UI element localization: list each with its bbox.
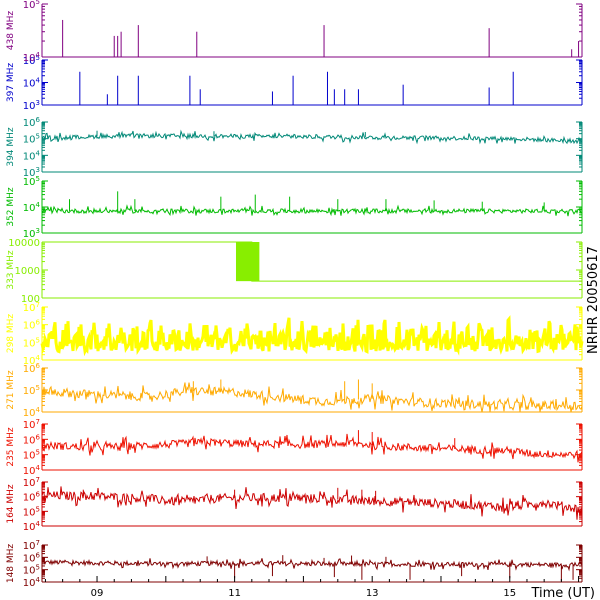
panel-frequency-label: 438 MHz <box>6 11 16 51</box>
y-tick-label: 104 <box>23 406 41 419</box>
y-tick-label: 106 <box>23 551 41 564</box>
y-tick-label: 107 <box>23 418 40 431</box>
y-tick-label: 106 <box>23 116 41 129</box>
x-tick-label: 09 <box>91 588 104 599</box>
panel-frequency-label: 271 MHz <box>6 370 16 410</box>
series-trace <box>40 315 584 357</box>
y-tick-label: 105 <box>23 505 40 518</box>
panel-frequency-label: 148 MHz <box>6 544 16 584</box>
y-tick-label: 106 <box>23 362 41 375</box>
y-tick-label: 10000 <box>8 238 40 249</box>
y-tick-label: 105 <box>23 384 40 397</box>
y-tick-label: 107 <box>23 476 40 489</box>
y-tick-label: 105 <box>23 564 40 577</box>
panel-frequency-label: 333 MHz <box>6 250 16 290</box>
x-axis-label: Time (UT) <box>530 586 595 600</box>
y-tick-label: 104 <box>23 354 41 367</box>
y-tick-label: 106 <box>23 319 41 332</box>
series-trace <box>41 204 583 217</box>
panel-frequency-label: 352 MHz <box>6 187 16 227</box>
panel-frequency-label: 394 MHz <box>6 127 16 167</box>
time-axis: 09 11 13 15 <box>44 576 580 599</box>
y-tick-label: 107 <box>23 539 40 552</box>
y-tick-label: 105 <box>23 133 40 146</box>
y-tick-label: 100 <box>21 294 40 305</box>
panel-frequency-label: 164 MHz <box>6 484 16 524</box>
x-tick-label: 15 <box>503 588 516 599</box>
y-tick-label: 103 <box>23 166 40 179</box>
y-tick-label: 103 <box>23 227 40 240</box>
y-tick-label: 104 <box>23 576 41 589</box>
y-tick-label: 106 <box>23 491 41 504</box>
y-tick-label: 105 <box>23 175 40 188</box>
y-tick-label: 106 <box>23 433 41 446</box>
series-trace <box>41 129 583 145</box>
series-trace <box>42 241 582 282</box>
x-tick-label: 11 <box>228 588 241 599</box>
series-trace <box>41 433 583 463</box>
series-trace <box>41 382 583 413</box>
panel-235-mhz: 104 105 106 107 235 MHz <box>6 418 583 477</box>
panel-frequency-label: 235 MHz <box>6 427 16 467</box>
y-tick-label: 104 <box>23 51 41 64</box>
panel-394-mhz: 103 104 105 106 394 MHz <box>6 116 583 179</box>
y-tick-label: 104 <box>23 201 41 214</box>
panel-271-mhz: 104 105 106 271 MHz <box>6 362 583 419</box>
chart-title: NRHR 20050617 <box>586 246 600 354</box>
y-tick-label: 104 <box>23 464 41 477</box>
y-tick-label: 107 <box>23 301 40 314</box>
y-tick-label: 105 <box>23 0 40 11</box>
panel-frequency-label: 298 MHz <box>6 314 16 354</box>
x-tick-label: 13 <box>366 588 379 599</box>
y-tick-label: 105 <box>23 336 40 349</box>
series-burst-block <box>235 242 260 282</box>
y-tick-label: 104 <box>23 520 41 533</box>
y-tick-label: 103 <box>23 99 40 112</box>
y-tick-label: 105 <box>23 449 40 462</box>
panel-352-mhz: 103 104 105 352 MHz <box>6 175 583 240</box>
y-tick-label: 1000 <box>15 266 40 277</box>
series-trace <box>41 486 583 520</box>
panel-frequency-label: 397 MHz <box>6 63 16 103</box>
y-tick-label: 105 <box>23 54 40 67</box>
panel-298-mhz: 104 105 106 107 298 MHz <box>6 301 584 367</box>
y-tick-label: 104 <box>23 77 41 90</box>
y-tick-label: 104 <box>23 149 41 162</box>
series-trace <box>41 558 583 572</box>
